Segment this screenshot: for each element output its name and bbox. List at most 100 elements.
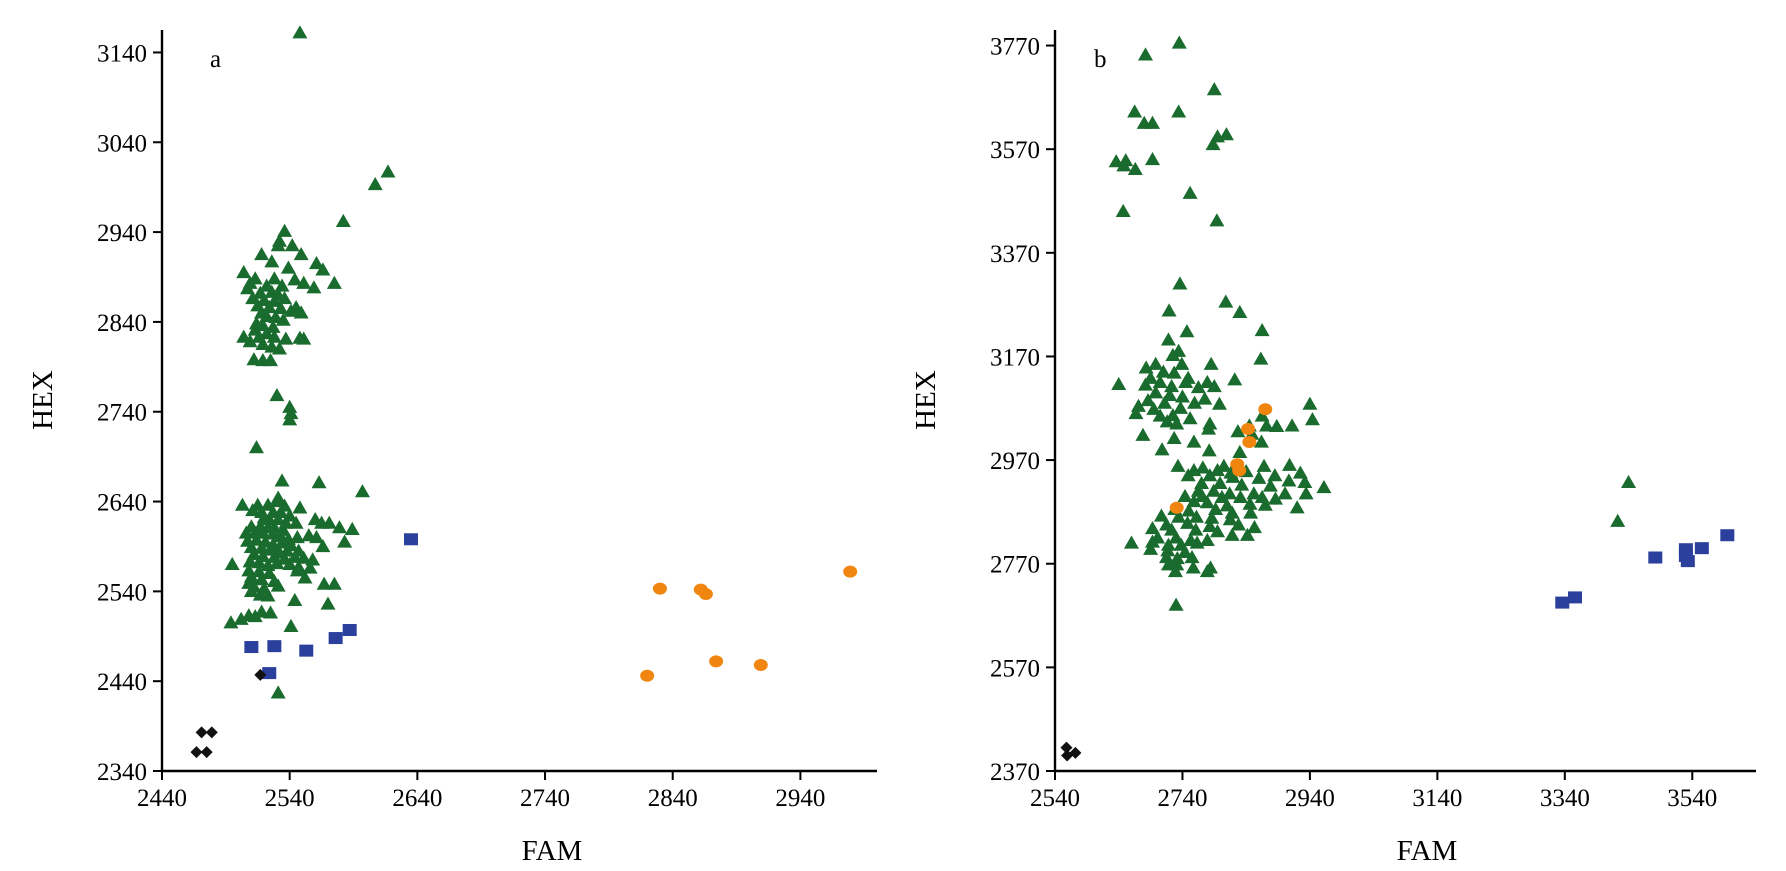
data-point-triangle (1159, 414, 1175, 428)
data-point-triangle (289, 529, 305, 544)
data-point-triangle (1199, 374, 1215, 388)
data-point-triangle (1222, 512, 1238, 526)
data-point-triangle (1128, 405, 1144, 420)
data-point-triangle (1211, 396, 1227, 410)
data-point-triangle (296, 331, 312, 345)
data-point-triangle (1316, 480, 1332, 494)
data-points-b (1060, 35, 1735, 762)
data-point-triangle (1157, 395, 1173, 409)
data-point-triangle (1197, 391, 1213, 405)
data-point-triangle (1232, 489, 1248, 504)
data-point-triangle (1304, 412, 1320, 426)
data-point-triangle (1254, 408, 1270, 422)
data-point-circle (843, 565, 858, 578)
data-point-triangle (297, 570, 313, 584)
data-point-diamond (1061, 749, 1074, 762)
data-point-triangle (1180, 468, 1196, 482)
data-point-triangle (1138, 360, 1154, 374)
data-point-triangle (1188, 509, 1204, 523)
data-point-triangle (1169, 557, 1185, 571)
data-point-triangle (1148, 356, 1164, 370)
data-point-triangle (1243, 505, 1259, 519)
data-point-triangle (1232, 444, 1248, 458)
data-point-triangle (1153, 508, 1169, 522)
data-point-triangle (1199, 532, 1215, 547)
data-point-triangle (1164, 379, 1180, 393)
data-point-triangle (284, 238, 300, 252)
data-point-triangle (293, 247, 309, 261)
data-point-triangle (266, 271, 282, 285)
y-tick-label: 2570 (990, 655, 1040, 682)
data-point-diamond (195, 726, 208, 739)
data-point-triangle (354, 484, 370, 498)
scatter-panel-b: 2540 2740 2940 3140 3340 3540 2370 2570 2770 297… (910, 30, 1756, 867)
data-point-triangle (326, 275, 342, 289)
data-point-triangle (1189, 535, 1205, 549)
data-point-triangle (1621, 474, 1637, 488)
data-point-triangle (1177, 544, 1193, 558)
y-tick-label: 2940 (97, 220, 147, 247)
data-point-triangle (242, 334, 258, 348)
data-point-triangle (247, 609, 263, 623)
data-point-circle (640, 669, 655, 682)
data-point-triangle (264, 254, 280, 268)
data-point-triangle (1201, 443, 1217, 457)
data-point-triangle (1205, 137, 1221, 151)
data-point-triangle (282, 399, 298, 413)
data-point-triangle (1199, 495, 1215, 509)
data-point-triangle (283, 406, 299, 420)
data-point-circle (1232, 464, 1247, 477)
data-point-triangle (1281, 473, 1297, 487)
data-point-triangle (245, 503, 261, 517)
data-point-triangle (223, 615, 239, 629)
data-point-triangle (344, 521, 360, 536)
panel-label-a: a (210, 46, 221, 73)
data-point-triangle (1203, 356, 1219, 370)
x-tick-label: 2740 (520, 785, 570, 812)
data-point-triangle (1253, 351, 1269, 365)
data-point-triangle (1143, 541, 1159, 555)
panel-label-b: b (1094, 46, 1107, 73)
y-axis-title-a: HEX (27, 370, 59, 430)
y-tick-label: 3570 (990, 137, 1040, 164)
data-point-triangle (266, 329, 282, 343)
data-point-triangle (380, 164, 396, 178)
data-point-triangle (1246, 486, 1262, 500)
data-point-triangle (254, 572, 270, 586)
data-point-triangle (308, 256, 324, 270)
data-point-triangle (296, 550, 312, 564)
data-point-square (1694, 542, 1709, 555)
data-point-triangle (1155, 364, 1171, 378)
data-point-diamond (1060, 741, 1073, 754)
data-point-diamond (190, 746, 203, 759)
data-point-triangle (282, 412, 298, 426)
x-tick-label: 2640 (392, 785, 442, 812)
data-point-triangle (265, 319, 281, 333)
data-point-triangle (254, 540, 270, 554)
data-point-diamond (200, 746, 213, 759)
data-point-triangle (1267, 468, 1283, 482)
data-point-triangle (1212, 475, 1228, 490)
data-point-triangle (1204, 510, 1220, 524)
data-point-triangle (1187, 395, 1203, 409)
data-points-a (190, 25, 858, 759)
data-point-triangle (1190, 380, 1206, 394)
data-point-triangle (1253, 434, 1269, 448)
data-point-triangle (311, 475, 327, 489)
x-axis-title-b: FAM (1397, 835, 1458, 867)
data-point-triangle (1160, 332, 1176, 346)
data-point-triangle (1171, 104, 1187, 118)
data-point-triangle (1145, 520, 1161, 535)
y-tick-label: 2640 (97, 490, 147, 517)
data-point-triangle (1257, 497, 1273, 511)
data-point-circle (709, 655, 724, 668)
data-point-triangle (1167, 564, 1183, 578)
data-point-triangle (1269, 418, 1285, 433)
data-point-triangle (335, 213, 351, 227)
data-point-triangle (293, 305, 309, 319)
y-tick-label: 3140 (97, 40, 147, 67)
data-point-triangle (1180, 515, 1196, 529)
data-point-square (1568, 591, 1583, 604)
data-point-triangle (1227, 372, 1243, 386)
